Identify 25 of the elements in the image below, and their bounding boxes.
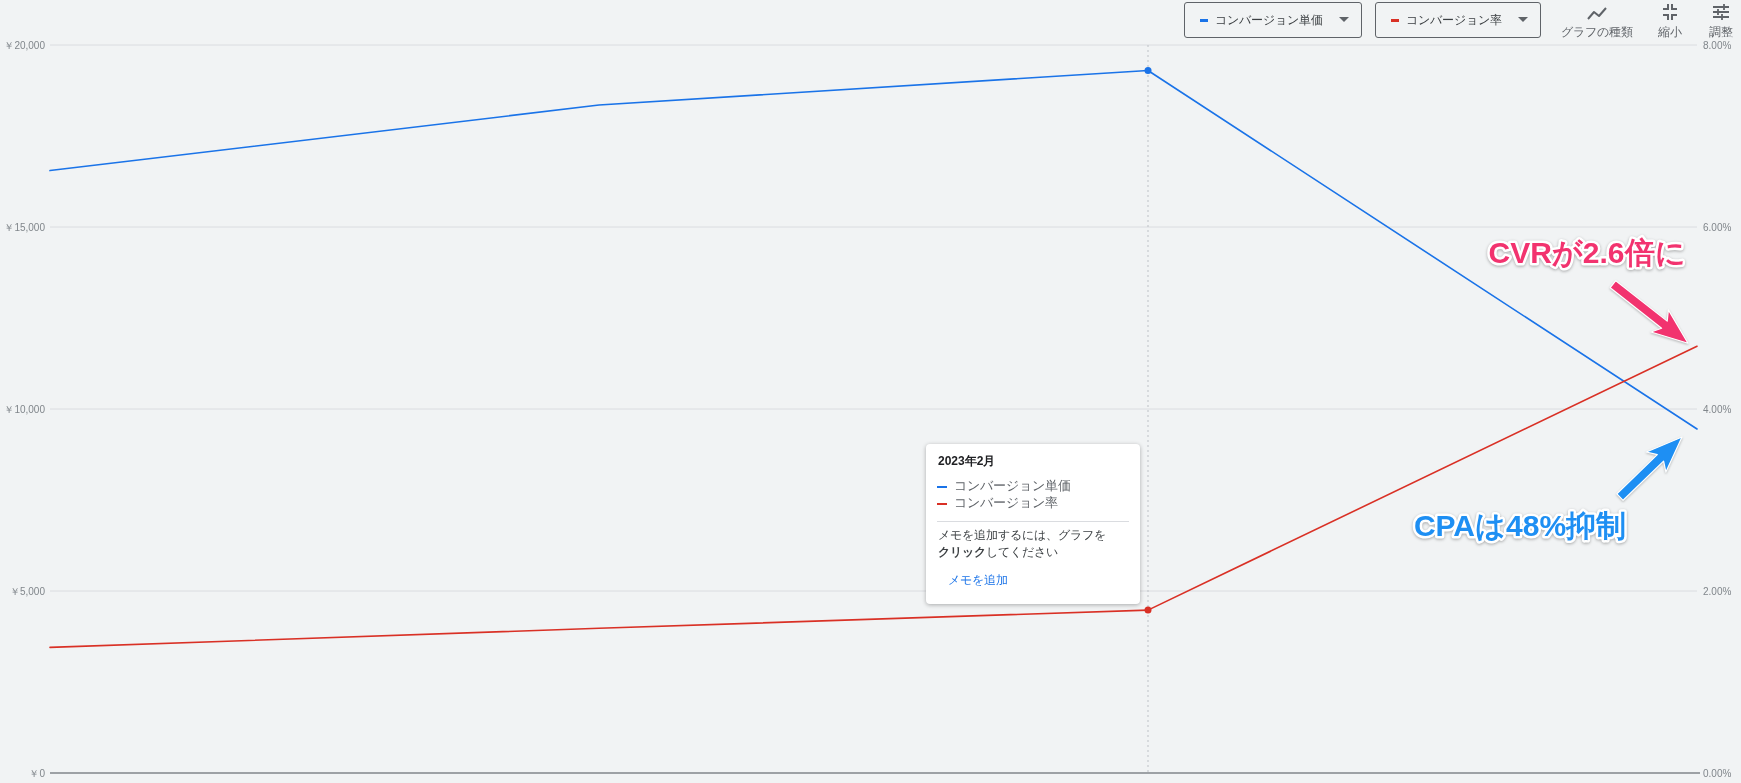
y2-tick-label: 8.00% (1703, 39, 1732, 51)
y2-tick-label: 2.00% (1703, 585, 1732, 597)
annotation: してください (986, 545, 1058, 559)
legend-label: コンバージョン率 (1406, 11, 1502, 29)
annotation: CVRが2.6倍に (1488, 235, 1686, 269)
legend-label: コンバージョン率 (954, 495, 1058, 511)
annotation: CPAは48%抑制 (1413, 508, 1627, 542)
legend-label: コンバージョン単価 (954, 478, 1071, 494)
y2-tick-label: 4.00% (1703, 403, 1732, 415)
tooltip-title: 2023年2月 (938, 453, 996, 470)
y-tick-label: ￥10,000 (4, 403, 46, 415)
text: 調整 (1709, 25, 1733, 39)
link: メモを追加 (948, 572, 1008, 589)
annotation: クリック (938, 545, 986, 559)
y2-tick-label: 6.00% (1703, 221, 1732, 233)
y-tick-label: ￥15,000 (4, 221, 46, 233)
tooltip: 2023年2月 コンバージョン単価 コンバージョン率 メモを追加するには、グラフを クリック してください メモを追加 (926, 444, 1140, 604)
y-tick-label: ￥0 (29, 767, 46, 779)
y-tick-label: ￥5,000 (9, 585, 46, 597)
legend-label: コンバージョン単価 (1215, 11, 1323, 29)
annotation: メモを追加するには、グラフを (938, 528, 1106, 542)
y-tick-label: ￥20,000 (4, 39, 46, 51)
text: グラフの種類 (1561, 25, 1633, 39)
y2-tick-label: 0.00% (1703, 767, 1732, 779)
text: 縮小 (1657, 25, 1682, 39)
